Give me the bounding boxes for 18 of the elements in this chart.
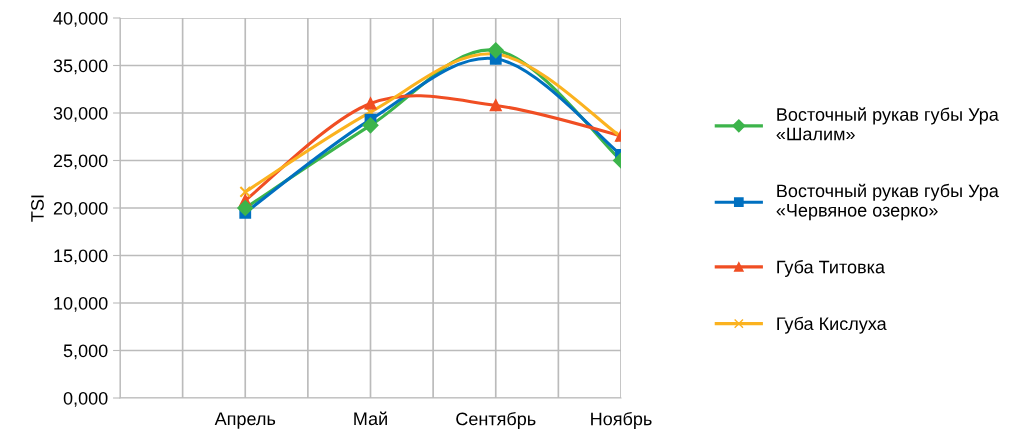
y-tick-label: 0,000 bbox=[63, 391, 108, 407]
y-tick-label: 30,000 bbox=[53, 106, 108, 122]
x-tick-label: Апрель bbox=[214, 412, 276, 429]
legend-label: Восточный рукав губы Ура «Червяное озерко» bbox=[776, 183, 999, 221]
y-axis-title: TSI bbox=[31, 195, 44, 222]
y-tick-label: 35,000 bbox=[53, 59, 108, 75]
x-tick-label: Ноябрь bbox=[591, 411, 652, 429]
y-tick-label: 15,000 bbox=[54, 249, 108, 265]
y-tick-label: 40,000 bbox=[53, 11, 108, 27]
legend-label: Губа Титовка bbox=[777, 259, 885, 277]
legend-label: Губа Кислуха bbox=[777, 316, 887, 334]
y-tick-label: 20,000 bbox=[53, 201, 108, 217]
y-tick-label: 10,000 bbox=[54, 296, 108, 312]
y-tick-label: 25,000 bbox=[53, 154, 108, 170]
x-tick-label: Май bbox=[354, 411, 387, 426]
y-tick-label: 5,000 bbox=[63, 344, 108, 360]
x-tick-label: Сентябрь bbox=[456, 411, 536, 429]
legend-label: Восточный рукав губы Ура «Шалим» bbox=[776, 107, 999, 141]
